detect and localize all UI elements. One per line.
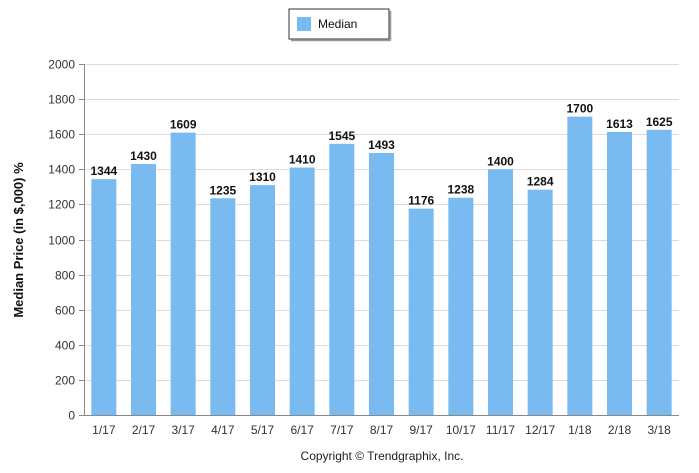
x-tick-label: 10/17 bbox=[446, 423, 476, 437]
bar-2-18 bbox=[607, 131, 632, 415]
x-tick-label: 12/17 bbox=[525, 423, 555, 437]
x-tick-label: 1/18 bbox=[568, 423, 592, 437]
legend-swatch bbox=[297, 17, 311, 31]
bar-9-17 bbox=[408, 208, 434, 415]
data-label: 1700 bbox=[566, 102, 593, 116]
x-tick-label: 8/17 bbox=[370, 423, 394, 437]
y-tick-label: 1400 bbox=[48, 163, 75, 177]
y-tick-label: 800 bbox=[55, 269, 75, 283]
bar-3-17 bbox=[170, 132, 196, 416]
data-label: 1625 bbox=[646, 115, 673, 129]
data-label: 1238 bbox=[447, 183, 474, 197]
data-label: 1430 bbox=[130, 149, 157, 163]
y-tick-label: 0 bbox=[68, 409, 75, 423]
x-tick-label: 2/17 bbox=[132, 423, 156, 437]
x-tick-label: 7/17 bbox=[330, 423, 354, 437]
bar-5-17 bbox=[250, 185, 275, 415]
x-axis-ticks: 1/17 2/17 3/17 4/17 5/17 6/17 7/17 8/17 9/17 10/1… bbox=[92, 423, 671, 437]
bar-4-17 bbox=[210, 198, 236, 415]
bar-3-18 bbox=[646, 129, 672, 415]
data-labels: 1344 1430 1609 1235 1310 1410 1545 1493 1176 1238… bbox=[90, 102, 672, 208]
bar-2-17 bbox=[131, 164, 156, 415]
data-label: 1545 bbox=[328, 129, 355, 143]
x-tick-label: 3/17 bbox=[171, 423, 195, 437]
y-tick-label: 1000 bbox=[48, 234, 75, 248]
data-label: 1176 bbox=[408, 194, 434, 208]
legend: Median bbox=[288, 8, 392, 42]
axes bbox=[84, 64, 679, 416]
x-tick-label: 11/17 bbox=[486, 423, 515, 437]
bars bbox=[91, 116, 672, 416]
data-label: 1493 bbox=[368, 138, 395, 152]
bar-11-17 bbox=[488, 169, 513, 415]
y-tick-label: 200 bbox=[55, 374, 75, 388]
x-tick-label: 6/17 bbox=[290, 423, 314, 437]
data-label: 1284 bbox=[527, 175, 554, 189]
y-tick-label: 1600 bbox=[48, 128, 75, 142]
bar-12-17 bbox=[527, 189, 553, 415]
y-tick-label: 1800 bbox=[48, 93, 75, 107]
bar-10-17 bbox=[448, 197, 474, 415]
y-tick-label: 1200 bbox=[48, 198, 75, 212]
y-tick-label: 600 bbox=[55, 304, 75, 318]
bar-1-17 bbox=[91, 179, 117, 415]
legend-label-median: Median bbox=[318, 17, 357, 31]
bar-7-17 bbox=[329, 143, 355, 416]
y-axis-title: Median Price (in $,000) % bbox=[11, 162, 26, 318]
data-label: 1235 bbox=[209, 183, 236, 197]
data-label: 1613 bbox=[606, 117, 633, 131]
x-tick-label: 4/17 bbox=[211, 423, 235, 437]
x-tick-label: 1/17 bbox=[92, 423, 116, 437]
data-label: 1410 bbox=[289, 153, 316, 167]
data-label: 1344 bbox=[90, 164, 117, 178]
x-tick-label: 2/18 bbox=[608, 423, 632, 437]
y-tick-label: 2000 bbox=[48, 58, 75, 72]
x-tick-label: 3/18 bbox=[647, 423, 671, 437]
bar-6-17 bbox=[289, 167, 315, 415]
x-tick-label: 5/17 bbox=[251, 423, 275, 437]
data-label: 1609 bbox=[170, 118, 197, 132]
copyright-text: Copyright © Trendgraphix, Inc. bbox=[301, 449, 464, 463]
data-label: 1310 bbox=[249, 170, 276, 184]
bar-8-17 bbox=[369, 152, 394, 415]
y-axis-ticks: 0 200 400 600 800 1000 1200 1400 1600 1800 2000 bbox=[48, 58, 84, 423]
bar-1-18 bbox=[567, 116, 593, 416]
y-tick-label: 400 bbox=[55, 339, 75, 353]
data-label: 1400 bbox=[487, 154, 514, 168]
x-tick-label: 9/17 bbox=[409, 423, 433, 437]
